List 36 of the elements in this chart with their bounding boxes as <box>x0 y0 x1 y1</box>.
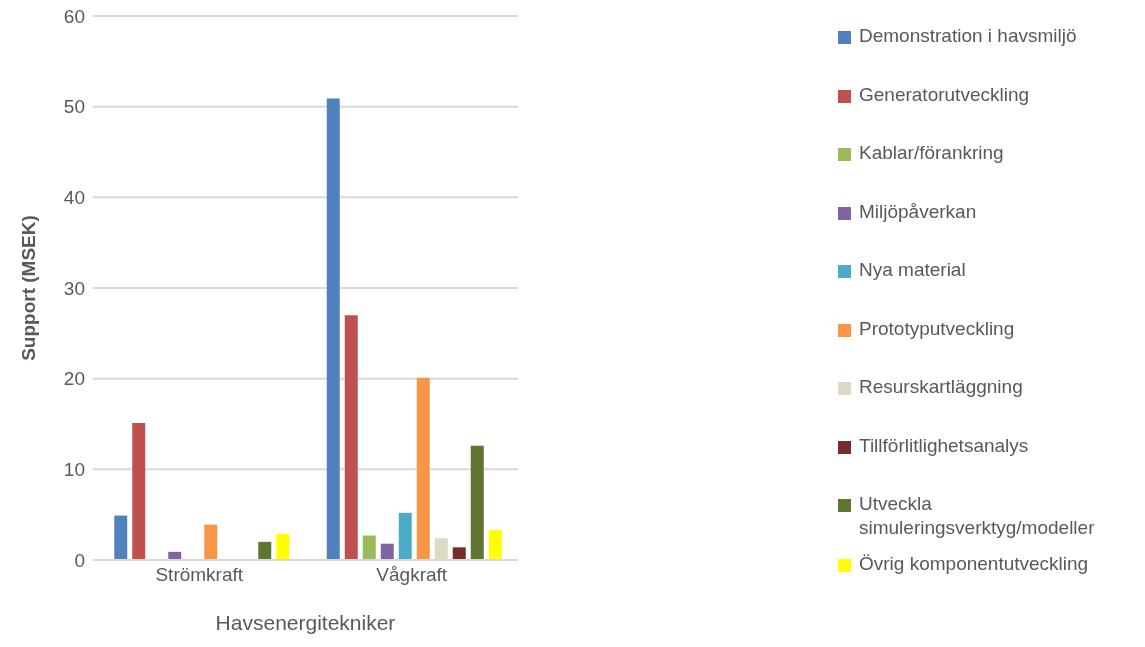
legend-label: Resurskartläggning <box>859 375 1023 399</box>
bar <box>380 543 394 560</box>
y-tick-label: 30 <box>63 277 85 299</box>
bar <box>452 547 466 560</box>
y-tick-label: 10 <box>63 459 85 481</box>
bar <box>326 98 340 560</box>
y-tick-label: 60 <box>63 5 85 27</box>
legend-label: Prototyputveckling <box>859 316 1015 341</box>
bar <box>434 538 448 560</box>
legend-label: Tillförlitlighetsanalys <box>859 433 1029 458</box>
y-tick-label: 0 <box>74 549 85 571</box>
x-tick-label: Strömkraft <box>155 564 244 586</box>
bar <box>416 377 430 560</box>
x-tick-label: Vågkraft <box>376 564 448 586</box>
legend-label: Nya material <box>859 258 966 282</box>
bar <box>258 541 272 560</box>
bar <box>470 445 484 560</box>
bar <box>204 524 218 560</box>
legend-label: Utveckla simuleringsverktyg/modeller <box>859 492 1096 540</box>
legend-label: Demonstration i havsmiljö <box>859 24 1077 48</box>
y-tick-label: 40 <box>63 187 85 209</box>
legend-label: Kablar/förankring <box>859 141 1004 165</box>
bar <box>276 533 290 560</box>
x-axis-title: Havsenergitekniker <box>215 611 396 634</box>
bar <box>362 535 376 560</box>
y-axis-title: Support (MSEK) <box>17 215 39 361</box>
legend-label: Övrig komponentutveckling <box>859 552 1089 576</box>
bar <box>398 512 412 560</box>
bar <box>344 315 358 560</box>
bar <box>488 530 502 560</box>
bar <box>114 515 128 560</box>
legend-label: Generatorutveckling <box>859 82 1030 107</box>
y-tick-label: 50 <box>63 96 85 118</box>
legend-label: Miljöpåverkan <box>859 199 977 224</box>
y-tick-label: 20 <box>63 368 85 390</box>
bar <box>132 423 146 560</box>
